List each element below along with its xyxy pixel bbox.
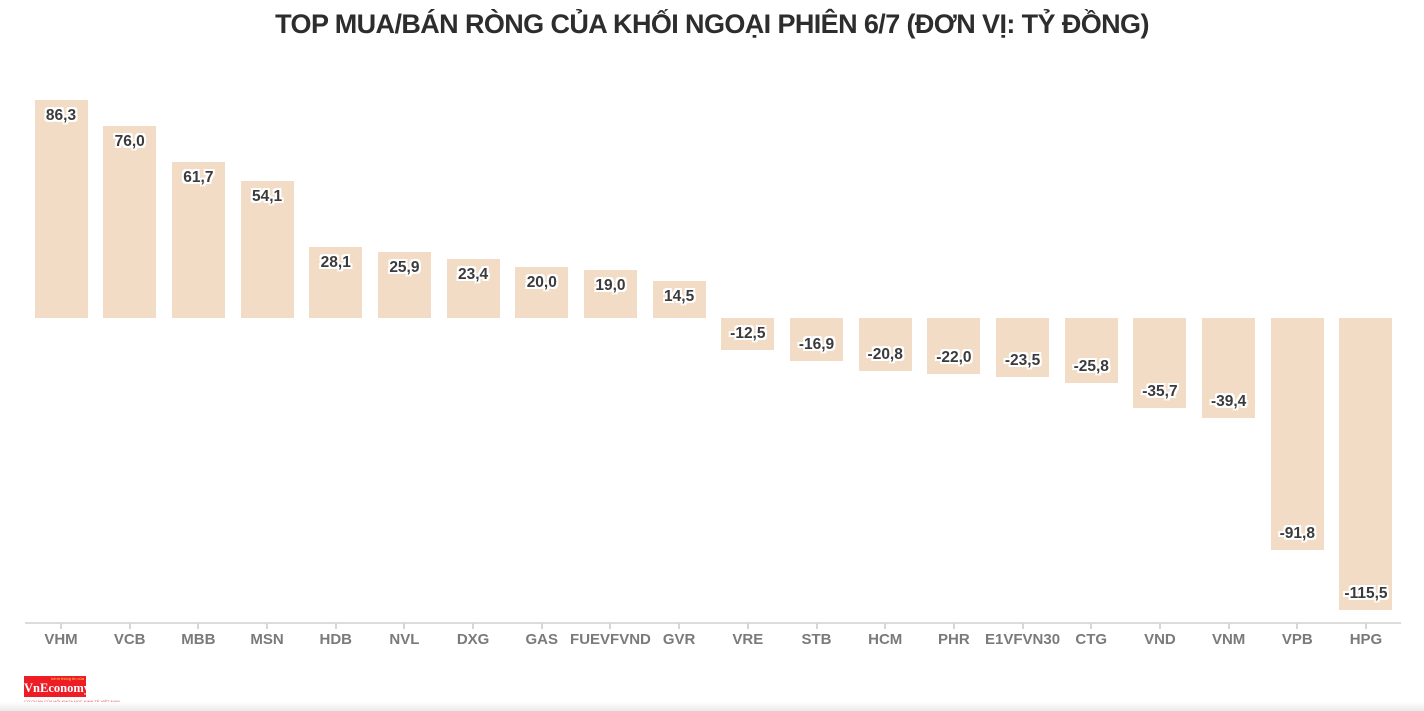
x-axis-label-FUEVFVND: FUEVFVND: [570, 631, 651, 648]
logo-top-line: kênh thông tin của: [51, 676, 84, 681]
bar-value-label: 61,7: [183, 168, 214, 186]
bar-value-label: -39,4: [1210, 392, 1247, 410]
x-axis-tick: [472, 623, 475, 629]
x-axis-tick: [1090, 623, 1093, 629]
x-axis-tick: [128, 623, 131, 629]
x-axis-tick: [1364, 623, 1367, 629]
x-axis-label-VCB: VCB: [113, 631, 146, 648]
x-axis-label-NVL: NVL: [389, 631, 420, 648]
x-axis-tick: [1158, 623, 1161, 629]
x-axis-label-VPB: VPB: [1281, 631, 1313, 648]
bar-MBB: [171, 161, 225, 318]
chart-title: TOP MUA/BÁN RÒNG CỦA KHỐI NGOẠI PHIÊN 6/…: [275, 9, 1149, 39]
x-axis-label-VRE: VRE: [732, 631, 764, 648]
bar-E1VFVN30: [996, 318, 1050, 378]
bar-FUEVFVND: [583, 269, 637, 318]
x-axis-tick: [197, 623, 200, 629]
bar-value-label: 76,0: [114, 132, 145, 150]
bar-VNM: [1202, 318, 1256, 418]
x-axis-label-VHM: VHM: [44, 631, 78, 648]
x-axis-tick: [815, 623, 818, 629]
bar-value-label: -115,5: [1344, 585, 1388, 603]
bar-HPG: [1339, 318, 1393, 611]
x-axis-label-VND: VND: [1144, 631, 1176, 648]
bar-NVL: [377, 252, 431, 318]
x-axis-label-CTG: CTG: [1075, 631, 1108, 648]
bar-value-label: -16,9: [798, 335, 835, 353]
x-axis-label-GVR: GVR: [662, 631, 696, 648]
x-axis-label-GAS: GAS: [525, 631, 559, 648]
vneconomy-logo: kênh thông tin của VnEconomy: [24, 676, 90, 697]
bar-value-label: 25,9: [389, 259, 420, 277]
x-axis-label-HPG: HPG: [1349, 631, 1383, 648]
bar-value-label: 14,5: [664, 288, 695, 306]
bar-HCM: [858, 318, 912, 371]
x-axis-label-VNM: VNM: [1211, 631, 1246, 648]
x-axis-tick: [1296, 623, 1299, 629]
bar-GVR: [652, 281, 706, 318]
x-axis-tick: [884, 623, 887, 629]
x-axis-tick: [609, 623, 612, 629]
bar-value-label: -35,7: [1142, 383, 1178, 401]
x-axis-label-MBB: MBB: [181, 631, 216, 648]
x-axis-tick: [1227, 623, 1230, 629]
x-axis-tick: [334, 623, 337, 629]
x-axis-tick: [1021, 623, 1024, 629]
bar-value-label: -23,5: [1004, 352, 1041, 370]
bar-value-label: 86,3: [45, 106, 77, 124]
bar-value-label: 19,0: [595, 276, 626, 294]
bar-value-label: -12,5: [730, 324, 766, 342]
bar-VHM: [34, 99, 88, 318]
x-axis-tick: [60, 623, 62, 629]
bar-DXG: [446, 258, 500, 318]
x-axis-label-HDB: HDB: [319, 631, 352, 648]
x-axis-tick: [952, 623, 955, 629]
bar-VPB: [1270, 318, 1324, 551]
bar-CTG: [1064, 318, 1118, 384]
bar-value-label: -91,8: [1279, 525, 1315, 543]
x-axis-label-E1VFVN30: E1VFVN30: [985, 631, 1061, 648]
x-axis-label-PHR: PHR: [938, 631, 970, 648]
bar-MSN: [240, 181, 294, 318]
x-axis-tick: [678, 623, 681, 629]
bar-value-label: -20,8: [867, 345, 903, 363]
bar-VRE: [721, 318, 775, 350]
bar-STB: [790, 318, 844, 361]
bar-GAS: [515, 267, 569, 318]
bar-value-label: -22,0: [936, 348, 972, 366]
x-axis-tick: [746, 623, 749, 629]
x-axis-label-HCM: HCM: [868, 631, 903, 648]
bar-VCB: [103, 125, 157, 318]
bar-value-label: 23,4: [458, 265, 489, 283]
bar-value-label: 28,1: [320, 253, 351, 271]
bar-value-label: 54,1: [251, 188, 283, 206]
x-axis-tick: [403, 623, 406, 629]
logo-tagline: CƠ QUAN CỦA HỘI KHOA HỌC KINH TẾ VIỆT NA…: [24, 699, 144, 704]
x-axis-label-DXG: DXG: [456, 631, 490, 648]
x-axis-label-MSN: MSN: [250, 631, 284, 648]
bar-value-label: -25,8: [1073, 358, 1109, 376]
bar-VND: [1133, 318, 1187, 409]
logo-wordmark: VnEconomy: [24, 681, 90, 695]
x-axis-tick: [266, 623, 269, 629]
x-axis-label-STB: STB: [801, 631, 832, 648]
x-axis-line: [25, 622, 1401, 624]
bar-value-label: 20,0: [526, 274, 557, 292]
bar-HDB: [309, 246, 363, 318]
bar-PHR: [927, 318, 981, 374]
x-axis-tick: [540, 623, 543, 629]
bottom-edge-strip: [0, 702, 1424, 711]
